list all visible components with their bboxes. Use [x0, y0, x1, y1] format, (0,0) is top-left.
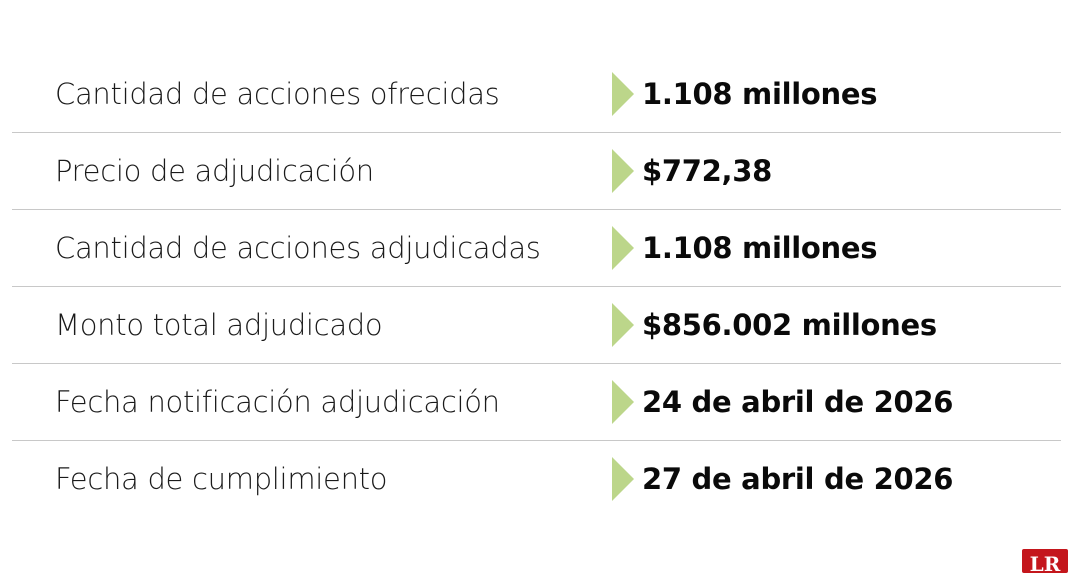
table-row: Cantidad de acciones ofrecidas 1.108 mil… — [12, 56, 1061, 133]
row-label: Fecha de cumplimiento — [55, 462, 388, 496]
brand-logo: LR — [1022, 549, 1068, 573]
row-value: 1.108 millones — [642, 77, 878, 111]
triangle-arrow-icon — [612, 380, 634, 424]
row-label: Cantidad de acciones ofrecidas — [55, 77, 500, 111]
row-label: Monto total adjudicado — [55, 308, 383, 342]
triangle-arrow-icon — [612, 303, 634, 347]
row-label: Precio de adjudicación — [55, 154, 374, 188]
table-row: Fecha de cumplimiento 27 de abril de 202… — [12, 441, 1061, 517]
triangle-arrow-icon — [612, 457, 634, 501]
table-row: Precio de adjudicación $772,38 — [12, 133, 1061, 210]
triangle-arrow-icon — [612, 226, 634, 270]
table-row: Cantidad de acciones adjudicadas 1.108 m… — [12, 210, 1061, 287]
table-row: Fecha notificación adjudicación 24 de ab… — [12, 364, 1061, 441]
triangle-arrow-icon — [612, 149, 634, 193]
row-value: $772,38 — [642, 154, 772, 188]
row-value: 1.108 millones — [642, 231, 878, 265]
data-table: Cantidad de acciones ofrecidas 1.108 mil… — [12, 56, 1061, 517]
row-label: Cantidad de acciones adjudicadas — [55, 231, 541, 265]
row-value: 27 de abril de 2026 — [642, 462, 954, 496]
row-value: $856.002 millones — [642, 308, 937, 342]
triangle-arrow-icon — [612, 72, 634, 116]
row-label: Fecha notificación adjudicación — [55, 385, 500, 419]
row-value: 24 de abril de 2026 — [642, 385, 954, 419]
table-row: Monto total adjudicado $856.002 millones — [12, 287, 1061, 364]
